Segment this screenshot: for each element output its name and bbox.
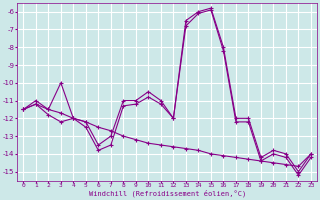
X-axis label: Windchill (Refroidissement éolien,°C): Windchill (Refroidissement éolien,°C) [89,190,246,197]
